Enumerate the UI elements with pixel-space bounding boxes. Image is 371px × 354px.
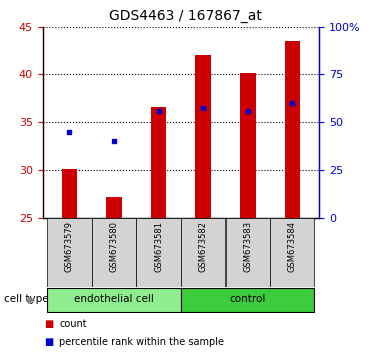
Bar [240,73,256,218]
Text: cell type: cell type [4,295,48,304]
Bar [106,197,122,218]
Text: control: control [230,295,266,304]
Bar [47,218,92,287]
Text: GSM673579: GSM673579 [65,221,74,272]
Text: ■: ■ [45,319,54,329]
Bar [181,218,225,287]
Bar [181,288,315,312]
Text: percentile rank within the sample: percentile rank within the sample [59,337,224,347]
Bar [270,218,315,287]
Text: GSM673584: GSM673584 [288,221,297,272]
Bar [151,107,166,218]
Text: GSM673581: GSM673581 [154,221,163,272]
Text: GDS4463 / 167867_at: GDS4463 / 167867_at [109,9,262,23]
Text: GSM673582: GSM673582 [198,221,208,272]
Text: count: count [59,319,87,329]
Text: ■: ■ [45,337,54,347]
Bar [62,169,77,218]
Text: ▶: ▶ [28,295,35,304]
Bar [226,218,270,287]
Text: GSM673580: GSM673580 [109,221,118,272]
Bar [137,218,181,287]
Bar [285,41,300,218]
Text: endothelial cell: endothelial cell [74,295,154,304]
Bar [47,288,181,312]
Text: GSM673583: GSM673583 [243,221,252,272]
Bar [196,55,211,218]
Bar [92,218,136,287]
